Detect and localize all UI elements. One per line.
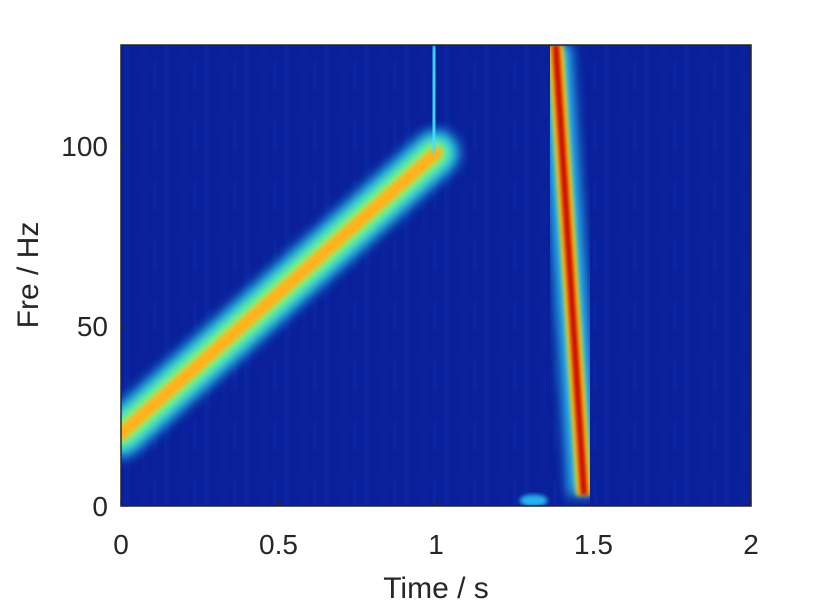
- component-near-vertical-sweep: [519, 45, 600, 506]
- y-tick-label: 100: [61, 131, 108, 162]
- chirp-edge: [429, 45, 439, 154]
- x-tick-label: 2: [743, 529, 759, 560]
- y-tick-label: 0: [92, 491, 108, 522]
- x-tick-label: 0.5: [259, 529, 298, 560]
- y-tick-label: 50: [77, 311, 108, 342]
- heatmap-components: [121, 45, 600, 506]
- x-axis: 0 0.5 1 1.5 2: [113, 499, 759, 560]
- y-axis-label: Fre / Hz: [12, 222, 45, 329]
- x-tick-label: 0: [113, 529, 129, 560]
- sweep-base-glow: [519, 494, 548, 506]
- y-axis: 0 50 100: [61, 131, 128, 522]
- x-axis-label: Time / s: [383, 572, 489, 605]
- plot-area: [121, 45, 751, 506]
- component-linear-chirp: [121, 45, 459, 457]
- sweep-core: [552, 45, 588, 496]
- chirp-core: [121, 146, 443, 441]
- x-tick-label: 1: [428, 529, 444, 560]
- x-tick-label: 1.5: [574, 529, 613, 560]
